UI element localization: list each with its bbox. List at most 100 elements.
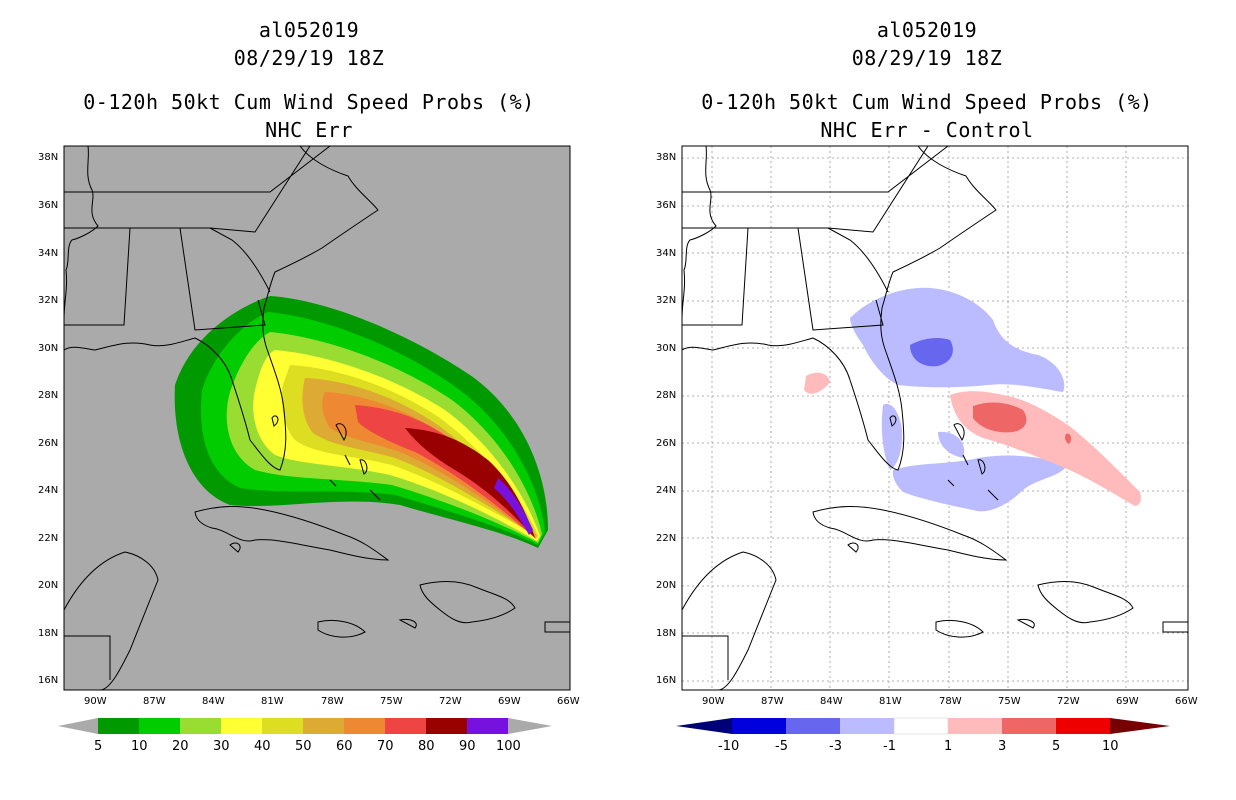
lat-tick: 38N <box>38 152 58 163</box>
colorbar-label: 30 <box>213 739 230 754</box>
map-frame <box>63 145 571 691</box>
colorbar-label: -1 <box>883 739 896 754</box>
panel-subtitle: NHC Err <box>265 118 353 142</box>
map-background <box>682 146 1188 690</box>
coastlines <box>682 146 1188 690</box>
lat-axis: 38N 36N 34N 32N 30N 28N 26N 24N 22N 20N … <box>38 152 58 686</box>
colorbar-bin <box>262 718 303 734</box>
colorbar-bin <box>732 718 786 734</box>
colorbar-label: -5 <box>775 739 788 754</box>
lon-tick: 75W <box>998 696 1021 707</box>
colorbar-label: 1 <box>944 739 952 754</box>
lat-tick: 32N <box>656 295 676 306</box>
colorbar-low-arrow <box>676 718 732 734</box>
lat-tick: 32N <box>38 295 58 306</box>
forecast-datetime: 08/29/19 18Z <box>851 46 1003 70</box>
lat-tick: 20N <box>656 580 676 591</box>
lon-tick: 84W <box>202 696 225 707</box>
colorbar-label: 60 <box>336 739 353 754</box>
left-map: 38N 36N 34N 32N 30N 28N 26N 24N 22N 20N … <box>38 145 580 754</box>
lon-tick: 90W <box>84 696 107 707</box>
lon-tick: 78W <box>321 696 344 707</box>
right-panel: al052019 08/29/19 18Z 0-120h 50kt Cum Wi… <box>618 0 1236 800</box>
lat-tick: 36N <box>38 200 58 211</box>
colorbar-label: 100 <box>496 739 521 754</box>
lat-tick: 34N <box>38 248 58 259</box>
lat-tick: 26N <box>656 438 676 449</box>
lat-tick: 16N <box>656 675 676 686</box>
storm-id: al052019 <box>258 18 360 42</box>
colorbar-label: 40 <box>254 739 271 754</box>
colorbar-label: 5 <box>1052 739 1060 754</box>
colorbar-low-arrow <box>58 718 98 734</box>
colorbar-bin <box>139 718 180 734</box>
right-map: 38N 36N 34N 32N 30N 28N 26N 24N 22N 20N … <box>656 145 1198 754</box>
colorbar: 5 10 20 30 40 50 60 70 80 90 100 <box>58 718 552 754</box>
lat-tick: 22N <box>38 533 58 544</box>
lon-tick: 78W <box>939 696 962 707</box>
lat-tick: 36N <box>656 200 676 211</box>
lat-tick: 20N <box>38 580 58 591</box>
colorbar-bin <box>180 718 221 734</box>
lon-tick: 69W <box>498 696 521 707</box>
lon-tick: 66W <box>557 696 580 707</box>
colorbar-label: 90 <box>459 739 476 754</box>
lat-tick: 24N <box>38 485 58 496</box>
lat-tick: 22N <box>656 533 676 544</box>
map-frame <box>681 145 1189 691</box>
lat-axis: 38N 36N 34N 32N 30N 28N 26N 24N 22N 20N … <box>656 152 676 686</box>
coastlines <box>64 146 570 690</box>
colorbar-bin <box>426 718 467 734</box>
lon-axis: 90W 87W 84W 81W 78W 75W 72W 69W 66W <box>84 696 580 707</box>
lon-tick: 75W <box>380 696 403 707</box>
colorbar-label: 5 <box>94 739 102 754</box>
lat-tick: 34N <box>656 248 676 259</box>
colorbar-label: -3 <box>829 739 842 754</box>
colorbar-bin <box>221 718 262 734</box>
colorbar-bin <box>893 717 949 735</box>
lat-tick: 24N <box>656 485 676 496</box>
colorbar-label: 70 <box>377 739 394 754</box>
colorbar-label: 10 <box>1102 739 1119 754</box>
storm-id: al052019 <box>876 18 978 42</box>
lon-axis: 90W 87W 84W 81W 78W 75W 72W 69W 66W <box>702 696 1198 707</box>
lon-tick: 72W <box>1057 696 1080 707</box>
probability-swath <box>174 296 548 548</box>
lon-tick: 87W <box>143 696 166 707</box>
lat-tick: 38N <box>656 152 676 163</box>
colorbar-bin <box>1056 718 1110 734</box>
lon-tick: 81W <box>879 696 902 707</box>
product-title: 0-120h 50kt Cum Wind Speed Probs (%) <box>701 90 1153 114</box>
colorbar-bin <box>98 718 139 734</box>
colorbar-bin <box>786 718 840 734</box>
colorbar-bin <box>840 718 894 734</box>
lat-tick: 16N <box>38 675 58 686</box>
lat-tick: 28N <box>38 390 58 401</box>
colorbar-bin <box>467 718 508 734</box>
colorbar-bin <box>344 718 385 734</box>
lat-tick: 30N <box>38 343 58 354</box>
lon-tick: 72W <box>439 696 462 707</box>
lon-tick: 84W <box>820 696 843 707</box>
lat-tick: 18N <box>656 628 676 639</box>
lon-tick: 69W <box>1116 696 1139 707</box>
lat-tick: 18N <box>38 628 58 639</box>
colorbar-label: 3 <box>998 739 1006 754</box>
colorbar-bin <box>1002 718 1056 734</box>
lat-tick: 26N <box>38 438 58 449</box>
left-panel: al052019 08/29/19 18Z 0-120h 50kt Cum Wi… <box>38 18 580 754</box>
colorbar-label: 80 <box>418 739 435 754</box>
colorbar-high-arrow <box>508 718 552 734</box>
gridlines <box>682 146 1188 690</box>
colorbar-bin <box>385 718 426 734</box>
colorbar-bin <box>303 718 344 734</box>
lon-tick: 81W <box>261 696 284 707</box>
colorbar-bin <box>948 718 1002 734</box>
lat-tick: 30N <box>656 343 676 354</box>
colorbar-high-arrow <box>1110 718 1170 734</box>
product-title: 0-120h 50kt Cum Wind Speed Probs (%) <box>83 90 535 114</box>
colorbar: -10 -5 -3 -1 1 3 5 10 <box>676 717 1170 754</box>
lon-tick: 66W <box>1175 696 1198 707</box>
colorbar-label: 20 <box>172 739 189 754</box>
colorbar-label: -10 <box>718 739 739 754</box>
